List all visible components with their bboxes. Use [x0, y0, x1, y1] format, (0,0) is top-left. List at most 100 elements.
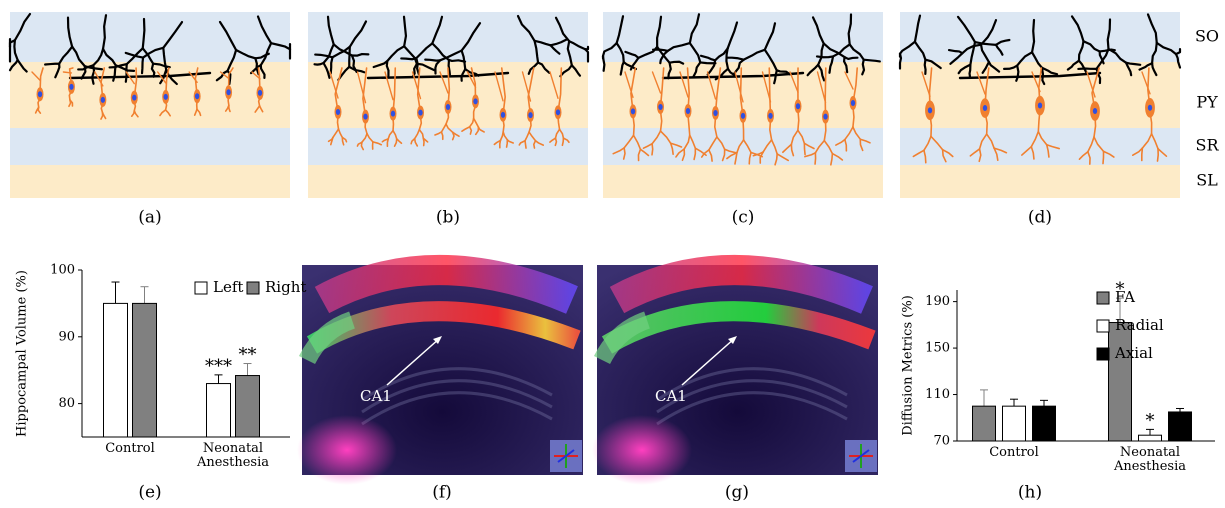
nucleus: [473, 98, 477, 104]
significance: *: [1146, 410, 1155, 431]
legend-swatch: [195, 282, 207, 294]
bar: [104, 303, 128, 437]
branch: [798, 110, 799, 130]
nucleus: [363, 114, 367, 120]
branch: [845, 57, 858, 59]
branch: [815, 153, 816, 164]
nucleus: [686, 108, 690, 114]
branch: [700, 62, 715, 63]
nucleus: [631, 108, 635, 114]
nucleus: [528, 112, 532, 118]
y-axis-label: Hippocampal Volume (%): [15, 270, 30, 437]
significance: ***: [205, 356, 232, 377]
bar: [236, 376, 260, 437]
legend-label: FA: [1115, 288, 1135, 306]
y-tick-label: 110: [925, 387, 950, 402]
nucleus: [983, 105, 987, 111]
nucleus: [796, 103, 800, 109]
legend-swatch: [1097, 292, 1109, 304]
legend-swatch: [1097, 348, 1109, 360]
branch: [63, 72, 71, 73]
layer-band: [308, 165, 588, 198]
nucleus: [69, 84, 73, 90]
branch: [45, 64, 59, 65]
nucleus: [101, 97, 105, 103]
nucleus: [258, 90, 262, 96]
branch: [652, 144, 653, 155]
image-annotation: CA1: [655, 387, 687, 405]
y-tick-label: 150: [925, 341, 950, 356]
panel-label: (c): [732, 208, 755, 228]
illustrations: [10, 12, 1180, 198]
branch: [804, 143, 805, 154]
branch: [817, 56, 833, 57]
dti-images: CA1 CA1: [297, 265, 878, 485]
legend-label: Radial: [1115, 316, 1164, 334]
bar: [1033, 406, 1056, 441]
layer-label: SO: [1195, 27, 1219, 46]
branch: [925, 60, 926, 74]
branch: [603, 56, 604, 71]
layer-band: [900, 165, 1180, 198]
legend-label: Right: [265, 278, 306, 296]
y-tick-label: 80: [58, 396, 75, 411]
branch: [387, 139, 388, 146]
nucleus: [418, 110, 422, 116]
layer-band: [900, 12, 1180, 62]
bar: [1003, 406, 1026, 441]
branch: [142, 58, 143, 74]
y-axis-label: Diffusion Metrics (%): [901, 295, 916, 436]
y-tick-label: 90: [58, 329, 75, 344]
branch: [862, 60, 864, 75]
layer-band: [10, 12, 290, 62]
nucleus: [713, 110, 717, 116]
panel-label: (e): [138, 483, 161, 503]
bar: [1169, 412, 1192, 441]
x-tick-label: Neonatal Anesthesia: [1105, 446, 1195, 474]
nucleus: [1093, 108, 1097, 114]
layer-band: [308, 128, 588, 165]
layer-label: SR: [1195, 136, 1219, 155]
nucleus: [768, 113, 772, 119]
nucleus: [928, 107, 932, 113]
branch: [1103, 151, 1104, 163]
panel-label: (g): [725, 483, 749, 503]
x-tick-label: Control: [969, 446, 1059, 460]
legend-swatch: [1097, 320, 1109, 332]
y-tick-label: 100: [50, 263, 75, 278]
pink-blob: [592, 415, 692, 485]
layer-band: [10, 165, 290, 198]
branch: [562, 138, 563, 145]
branch: [500, 140, 501, 147]
figure-canvas: CA1CA1 SOPYSRSL(a)(b)(c)(d)(e)(f)(g)(h)8…: [0, 0, 1225, 508]
image-annotation: CA1: [360, 387, 392, 405]
panel-label: (f): [432, 483, 452, 503]
bar: [1109, 323, 1132, 441]
layer-label: SL: [1196, 171, 1218, 190]
branch: [401, 58, 416, 59]
nucleus: [556, 109, 560, 115]
figure: CA1CA1 SOPYSRSL(a)(b)(c)(d)(e)(f)(g)(h)8…: [0, 0, 1225, 508]
significance: **: [239, 345, 257, 366]
nucleus: [741, 113, 745, 119]
nucleus: [226, 89, 230, 95]
x-tick-label: Control: [85, 442, 175, 456]
nucleus: [391, 111, 395, 117]
layer-band: [603, 165, 883, 198]
bar: [1139, 435, 1162, 441]
branch: [743, 120, 744, 140]
branch: [507, 140, 508, 147]
layer-band: [10, 62, 290, 128]
layer-label: PY: [1196, 93, 1218, 112]
branch: [970, 65, 971, 78]
panel-label: (b): [436, 208, 460, 228]
pink-blob: [297, 415, 397, 485]
bar: [973, 406, 996, 441]
branch: [1158, 149, 1159, 161]
branch: [525, 141, 526, 148]
bar: [133, 303, 157, 437]
y-tick-label: 190: [925, 294, 950, 309]
legend-label: Left: [213, 278, 243, 296]
panel-label: (a): [138, 208, 161, 228]
nucleus: [195, 93, 199, 99]
